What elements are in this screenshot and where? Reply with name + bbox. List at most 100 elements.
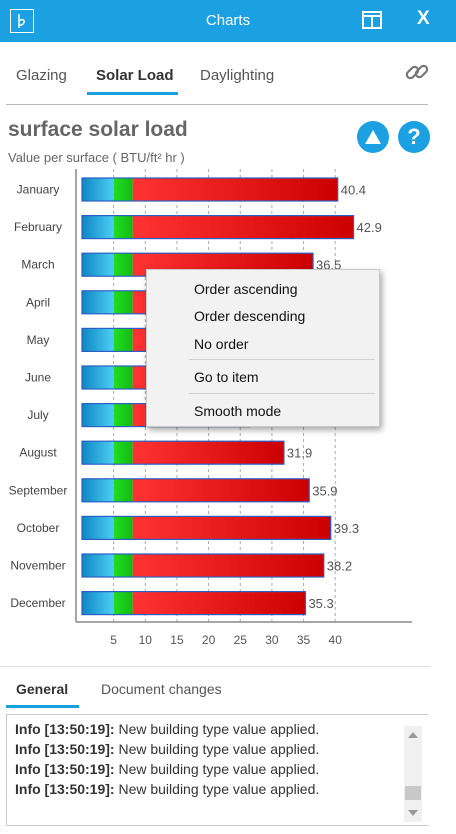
bar-segment-blue <box>82 290 114 314</box>
bar-segment-green <box>113 554 133 577</box>
scroll-up-icon[interactable] <box>408 732 418 738</box>
tab-glazing[interactable]: Glazing <box>16 67 67 84</box>
x-tick-label: 40 <box>329 633 343 647</box>
bar-segment-green <box>113 591 133 615</box>
bar-segment-green <box>113 441 133 465</box>
bar-segment-red <box>132 554 324 577</box>
value-label: 38.2 <box>327 559 352 574</box>
category-label: June <box>25 371 51 385</box>
category-label: February <box>14 220 62 234</box>
value-label: 31.9 <box>287 446 312 461</box>
value-label: 35.3 <box>308 596 333 611</box>
bar-segment-blue <box>82 441 114 465</box>
bar-outline <box>81 515 332 540</box>
scroll-thumb[interactable] <box>405 786 421 800</box>
value-label: 40.4 <box>341 183 366 198</box>
tab-daylighting[interactable]: Daylighting <box>200 67 275 84</box>
bar-segment-red <box>132 178 338 201</box>
bar-segment-red <box>132 441 284 465</box>
bar-outline <box>81 214 355 240</box>
log-panel: Info [13:50:19]: New building type value… <box>6 714 428 826</box>
app-logo-icon <box>10 9 34 33</box>
active-tab-indicator <box>87 92 178 95</box>
bar-outline <box>81 591 307 616</box>
menu-go-to-item[interactable]: Go to item <box>194 369 259 385</box>
category-label: March <box>21 258 54 272</box>
bar-segment-blue <box>82 215 114 239</box>
x-tick-label: 30 <box>265 633 279 647</box>
window-title: Charts <box>205 12 251 29</box>
bar-segment-blue <box>82 178 114 201</box>
tab-document-changes[interactable]: Document changes <box>101 681 222 697</box>
menu-no-order[interactable]: No order <box>194 336 249 352</box>
bar-segment-red <box>132 215 354 239</box>
bar-outline <box>81 553 325 578</box>
bar-outline <box>81 177 339 202</box>
category-label: October <box>17 521 60 535</box>
tab-divider <box>6 104 428 105</box>
value-label: 42.9 <box>357 220 382 235</box>
panel-divider <box>0 666 430 667</box>
bar-segment-blue <box>82 328 114 352</box>
value-label: 36.5 <box>316 258 341 273</box>
category-label: September <box>9 483 68 497</box>
menu-order-ascending[interactable]: Order ascending <box>194 281 298 297</box>
chart-title: surface solar load <box>8 118 188 141</box>
bar-segment-green <box>113 178 133 201</box>
x-tick-label: 15 <box>170 633 184 647</box>
menu-divider <box>189 393 375 394</box>
tab-general[interactable]: General <box>16 681 69 697</box>
log-line: Info [13:50:19]: New building type value… <box>15 781 320 797</box>
bar-segment-green <box>113 290 133 314</box>
layout-toggle-icon[interactable] <box>362 11 382 29</box>
category-label: May <box>27 333 50 347</box>
sort-up-button[interactable] <box>357 121 389 153</box>
category-label: January <box>17 183 60 197</box>
context-menu: Order ascending Order descending No orde… <box>146 269 380 427</box>
bar-segment-green <box>113 366 133 389</box>
log-line: Info [13:50:19]: New building type value… <box>15 761 320 777</box>
menu-smooth-mode[interactable]: Smooth mode <box>194 403 282 419</box>
log-scrollbar[interactable] <box>404 726 422 822</box>
x-tick-label: 20 <box>202 633 216 647</box>
log-line: Info [13:50:19]: New building type value… <box>15 741 320 757</box>
x-tick-label: 5 <box>110 633 117 647</box>
bar-outline <box>81 440 285 465</box>
bar-segment-green <box>113 478 133 502</box>
scroll-down-icon[interactable] <box>408 810 418 816</box>
link-icon[interactable] <box>403 58 431 86</box>
bar-segment-blue <box>82 554 114 577</box>
category-label: August <box>19 446 57 460</box>
bar-segment-green <box>113 403 133 427</box>
bar-segment-green <box>113 253 133 277</box>
bar-segment-blue <box>82 253 114 277</box>
active-bottom-tab-indicator <box>6 705 79 708</box>
bar-segment-blue <box>82 478 114 502</box>
value-label: 35.9 <box>312 483 337 498</box>
bar-segment-blue <box>82 591 114 615</box>
bar-segment-green <box>113 516 133 540</box>
chart-subtitle: Value per surface ( BTU/ft² hr ) <box>8 150 185 165</box>
value-label: 39.3 <box>334 521 359 536</box>
log-line: Info [13:50:19]: New building type value… <box>15 721 320 737</box>
bar-segment-red <box>132 516 331 540</box>
title-bar: Charts X <box>0 0 456 42</box>
menu-order-descending[interactable]: Order descending <box>194 308 306 324</box>
bar-outline <box>81 478 310 503</box>
bar-segment-green <box>113 328 133 352</box>
bar-segment-blue <box>82 366 114 389</box>
x-tick-label: 10 <box>139 633 153 647</box>
x-tick-label: 35 <box>297 633 311 647</box>
category-label: July <box>27 408 48 422</box>
help-button[interactable]: ? <box>398 121 430 153</box>
x-tick-label: 25 <box>234 633 248 647</box>
close-button[interactable]: X <box>417 8 430 29</box>
menu-divider <box>189 359 375 360</box>
triangle-up-icon <box>365 130 381 144</box>
bar-segment-red <box>132 591 306 615</box>
category-label: November <box>10 559 65 573</box>
bar-segment-blue <box>82 516 114 540</box>
bar-segment-green <box>113 215 133 239</box>
category-label: April <box>26 295 50 309</box>
tab-solar-load[interactable]: Solar Load <box>96 67 174 84</box>
